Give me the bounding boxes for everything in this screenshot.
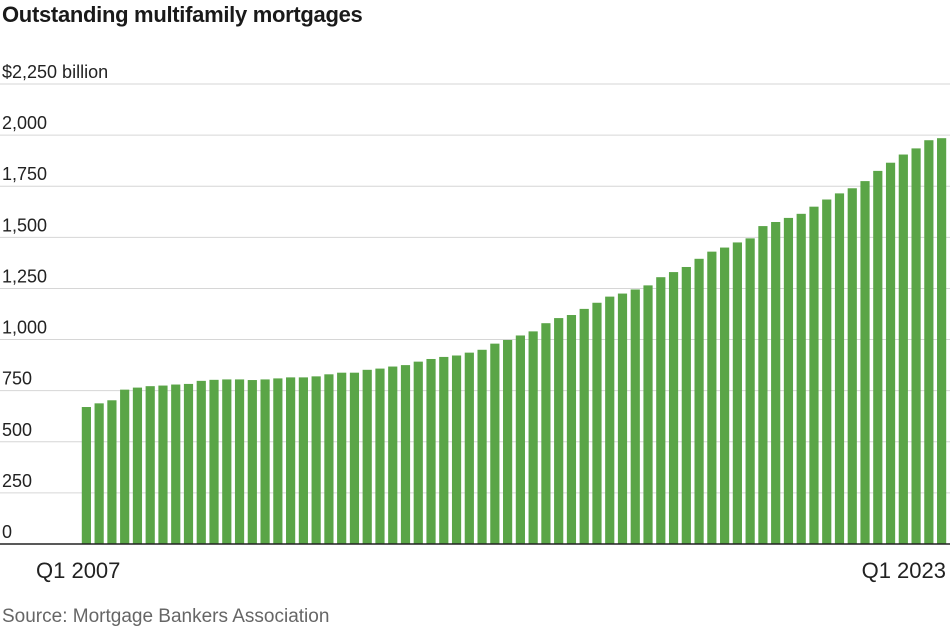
- bar: [247, 380, 257, 544]
- bar: [528, 331, 538, 544]
- bar: [171, 384, 181, 544]
- bar: [809, 206, 819, 545]
- bar: [898, 154, 908, 544]
- y-tick-label: 2,000: [2, 113, 47, 133]
- bar: [707, 251, 717, 544]
- bar: [158, 385, 168, 544]
- y-axis-labels: 0 250 500 750 1,000 1,250 1,500 1,750 2,000 $2,25…: [2, 62, 108, 542]
- bar: [847, 188, 857, 544]
- bar: [554, 318, 564, 544]
- bar: [81, 407, 91, 544]
- bar: [286, 377, 296, 544]
- bar: [732, 242, 742, 544]
- bar: [337, 372, 347, 544]
- bar: [426, 358, 436, 544]
- bar: [464, 352, 474, 544]
- bar: [451, 355, 462, 544]
- bar: [656, 277, 666, 544]
- x-tick-label-end: Q1 2023: [862, 558, 946, 583]
- y-tick-label: 1,000: [2, 318, 47, 338]
- bar: [860, 181, 870, 545]
- bar: [720, 247, 730, 544]
- y-tick-label: 750: [2, 369, 32, 389]
- bar: [515, 335, 525, 544]
- bar: [375, 368, 385, 544]
- bar: [490, 343, 500, 544]
- bar: [400, 365, 411, 544]
- bar: [311, 376, 321, 544]
- bar: [362, 369, 372, 544]
- bar: [937, 138, 947, 544]
- bar: [758, 226, 768, 544]
- bar: [745, 238, 755, 545]
- bar: [579, 308, 589, 544]
- bar: [196, 380, 206, 544]
- bar: [94, 403, 104, 544]
- bar: [771, 222, 781, 544]
- y-tick-label: 1,750: [2, 164, 47, 184]
- y-tick-label: $2,250 billion: [2, 62, 108, 82]
- bar: [273, 378, 283, 544]
- x-tick-label-start: Q1 2007: [36, 558, 120, 583]
- bar: [924, 140, 934, 544]
- bar: [796, 213, 806, 544]
- bar: [566, 315, 577, 544]
- bar: [503, 339, 513, 544]
- bar: [183, 383, 194, 544]
- y-tick-label: 250: [2, 471, 32, 491]
- bar: [349, 372, 360, 544]
- bars: [81, 138, 947, 545]
- bar: [388, 366, 398, 544]
- bar: [630, 289, 640, 544]
- bar: [324, 374, 334, 544]
- gridlines: [0, 83, 950, 494]
- bar: [222, 379, 232, 544]
- bar: [439, 356, 449, 544]
- bar: [873, 170, 883, 544]
- chart-title: Outstanding multifamily mortgages: [2, 2, 363, 27]
- y-tick-label: 500: [2, 420, 32, 440]
- bar: [605, 296, 615, 544]
- y-tick-label: 1,500: [2, 215, 47, 235]
- bar: [643, 285, 653, 544]
- bar-chart: 0 250 500 750 1,000 1,250 1,500 1,750 2,000 $2,25…: [0, 62, 950, 583]
- bar: [145, 386, 155, 544]
- y-tick-label: 1,250: [2, 266, 47, 286]
- bar: [298, 377, 308, 544]
- bar: [477, 349, 487, 544]
- bar: [413, 361, 423, 544]
- bar: [834, 193, 845, 544]
- bar: [541, 323, 551, 544]
- bar: [694, 258, 704, 544]
- bar: [132, 387, 143, 544]
- bar: [681, 266, 691, 544]
- bar: [234, 379, 245, 544]
- source-note: Source: Mortgage Bankers Association: [2, 606, 330, 627]
- bar: [885, 162, 896, 544]
- bar: [783, 217, 794, 544]
- bar: [668, 272, 679, 544]
- bar: [260, 379, 270, 544]
- bar: [120, 389, 130, 544]
- bar: [911, 148, 921, 544]
- bar: [209, 379, 219, 544]
- y-tick-label: 0: [2, 522, 12, 542]
- x-axis-labels: Q1 2007 Q1 2023: [36, 558, 946, 583]
- bar: [822, 199, 832, 544]
- bar: [592, 302, 602, 544]
- bar: [107, 400, 117, 544]
- bar: [617, 293, 628, 544]
